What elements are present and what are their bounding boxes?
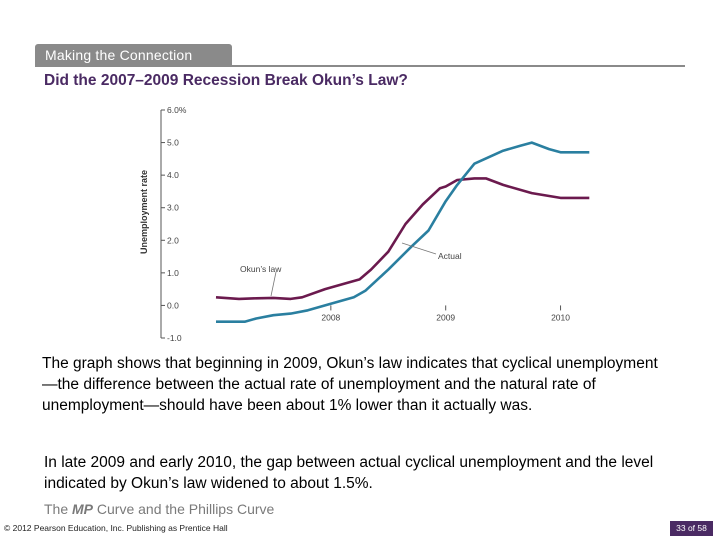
slide-title: Did the 2007–2009 Recession Break Okun’s… bbox=[44, 72, 408, 89]
section-subtitle: The MP Curve and the Phillips Curve bbox=[44, 501, 274, 517]
paragraph-2: In late 2009 and early 2010, the gap bet… bbox=[44, 454, 654, 492]
y-tick-label: -1.0 bbox=[167, 333, 182, 343]
actual-annotation: Actual bbox=[438, 251, 462, 261]
annotations: Okun’s law Actual bbox=[240, 242, 462, 297]
series-lines bbox=[215, 141, 590, 323]
y-ticks: 6.0% 5.0 4.0 3.0 2.0 1.0 0.0 -1.0 bbox=[161, 105, 187, 343]
okun-law-series-line bbox=[215, 177, 590, 301]
x-tick-label: 2009 bbox=[436, 312, 455, 322]
y-tick-label: 2.0 bbox=[167, 235, 179, 245]
y-tick-label: 5.0 bbox=[167, 138, 179, 148]
page-number: 33 of 58 bbox=[670, 521, 713, 536]
okun-leader-line bbox=[270, 271, 277, 297]
subtitle-emphasis: MP bbox=[72, 501, 94, 517]
subtitle-prefix: The bbox=[44, 501, 73, 517]
okun-law-annotation: Okun’s law bbox=[240, 264, 282, 274]
y-tick-label: 3.0 bbox=[167, 203, 179, 213]
y-tick-label: 0.0 bbox=[167, 300, 179, 310]
y-tick-label: 6.0% bbox=[167, 105, 187, 115]
x-tick-label: 2008 bbox=[321, 312, 340, 322]
actual-series-line bbox=[216, 141, 590, 323]
paragraph-1: The graph shows that beginning in 2009, … bbox=[42, 355, 658, 414]
section-tag: Making the Connection bbox=[35, 44, 232, 66]
actual-leader-line bbox=[401, 242, 437, 255]
subtitle-suffix: Curve and the Phillips Curve bbox=[93, 501, 275, 517]
header-rule bbox=[35, 65, 685, 67]
copyright-footer: © 2012 Pearson Education, Inc. Publishin… bbox=[4, 523, 228, 533]
x-ticks: 2008 2009 2010 bbox=[321, 305, 570, 322]
line-chart: Unemployment rate 6.0% 5.0 4.0 3.0 2.0 1.0 0.0… bbox=[139, 105, 590, 343]
section-tag-label: Making the Connection bbox=[45, 47, 193, 63]
x-tick-label: 2010 bbox=[551, 312, 570, 322]
y-tick-label: 4.0 bbox=[167, 170, 179, 180]
y-tick-label: 1.0 bbox=[167, 268, 179, 278]
y-axis-label: Unemployment rate bbox=[139, 170, 149, 254]
